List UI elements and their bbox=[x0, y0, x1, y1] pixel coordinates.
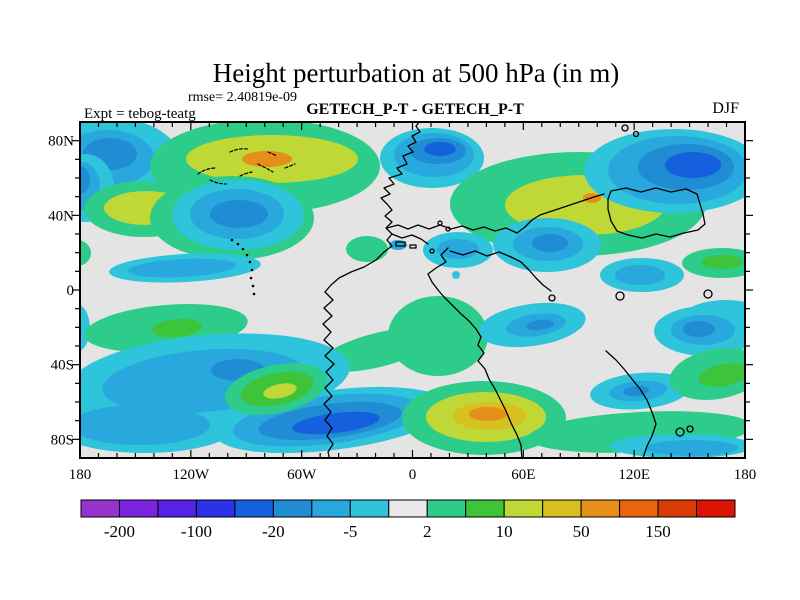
colorbar-tick-label: -100 bbox=[181, 522, 212, 541]
contour-blob bbox=[128, 258, 236, 278]
colorbar-cell bbox=[465, 499, 505, 518]
map bbox=[72, 121, 753, 459]
colorbar-tick-label: -20 bbox=[262, 522, 285, 541]
x-axis-tick-label: 60W bbox=[287, 467, 317, 483]
x-axis-tick-label: 180 bbox=[69, 467, 92, 483]
colorbar-cell bbox=[657, 499, 698, 518]
contour-blob bbox=[532, 234, 568, 252]
page-title: Height perturbation at 500 hPa (in m) bbox=[213, 58, 619, 88]
colorbar-cell bbox=[234, 499, 274, 518]
x-axis-tick-label: 120W bbox=[172, 467, 210, 483]
coastlines bbox=[197, 122, 713, 458]
colorbar-cell bbox=[388, 499, 428, 518]
colorbar-tick-label: 150 bbox=[645, 522, 671, 541]
dotted-contour bbox=[230, 238, 256, 296]
contour-blob bbox=[152, 318, 202, 338]
colorbar-cell bbox=[580, 499, 621, 518]
contour-blob bbox=[424, 142, 456, 156]
contour-blob bbox=[615, 265, 665, 285]
x-axis-tick-label: 120E bbox=[618, 467, 650, 483]
colorbar-cell bbox=[157, 499, 197, 518]
colorbar-tick-label: 10 bbox=[496, 522, 513, 541]
x-axis-tick-label: 180 bbox=[734, 467, 757, 483]
colorbar-tick-label: -5 bbox=[343, 522, 357, 541]
contour-blob bbox=[701, 255, 743, 269]
colorbar-tick-label: 2 bbox=[423, 522, 432, 541]
contour-blob bbox=[665, 152, 721, 178]
contour-blob bbox=[452, 271, 460, 279]
experiment-label: Expt = tebog-teatg bbox=[84, 106, 196, 122]
y-axis-labels: 80N 40N 0 40S 80S bbox=[48, 134, 74, 449]
contour-blob bbox=[319, 328, 437, 372]
rmse-label: rmse= 2.40819e-09 bbox=[188, 90, 297, 105]
contour-blob bbox=[263, 383, 297, 399]
colorbar-cell bbox=[426, 499, 467, 518]
contour-blob bbox=[80, 240, 91, 266]
contour-blob bbox=[469, 407, 507, 421]
colorbar-cell bbox=[542, 499, 582, 518]
y-axis-tick-label: 80S bbox=[51, 432, 74, 448]
colorbar-cell bbox=[118, 499, 159, 518]
colorbar-cell bbox=[349, 499, 390, 518]
contour-blob bbox=[80, 305, 90, 351]
y-axis-tick-label: 80N bbox=[48, 134, 74, 150]
contour-blob bbox=[646, 440, 738, 456]
colorbar-cell bbox=[80, 499, 120, 518]
colorbar-cell bbox=[311, 499, 351, 518]
axis-ticks bbox=[72, 122, 753, 458]
colorbar-tick-label: 50 bbox=[573, 522, 590, 541]
y-axis-tick-label: 40S bbox=[51, 358, 74, 374]
y-axis-tick-label: 40N bbox=[48, 208, 74, 224]
y-axis-tick-label: 0 bbox=[67, 283, 75, 299]
colorbar-cell bbox=[503, 499, 544, 518]
contour-blob bbox=[210, 200, 268, 228]
comparison-label: GETECH_P-T - GETECH_P-T bbox=[306, 101, 524, 118]
colorbar-cell bbox=[619, 499, 659, 518]
contour-blob bbox=[292, 411, 380, 435]
contour-blob bbox=[437, 239, 479, 259]
contour-blob bbox=[80, 405, 210, 445]
colorbar-cell bbox=[195, 499, 236, 518]
x-axis-tick-label: 60E bbox=[511, 467, 535, 483]
season-label: DJF bbox=[712, 100, 739, 117]
colorbar-cell bbox=[696, 499, 736, 518]
x-axis-tick-label: 0 bbox=[409, 467, 417, 483]
contour-blob bbox=[698, 363, 745, 387]
colorbar-tick-label: -200 bbox=[104, 522, 135, 541]
contour-blob bbox=[526, 319, 554, 331]
contour-blob bbox=[683, 321, 715, 337]
contour-blob bbox=[346, 236, 388, 262]
contour-blob bbox=[242, 151, 292, 167]
colorbar-cell bbox=[272, 499, 313, 518]
x-axis-labels: 180 120W 60W 0 60E 120E 180 bbox=[69, 467, 757, 483]
colorbar: -200 -100 -20 -5 2 10 50 150 bbox=[80, 499, 736, 541]
contour-blob bbox=[80, 166, 90, 194]
